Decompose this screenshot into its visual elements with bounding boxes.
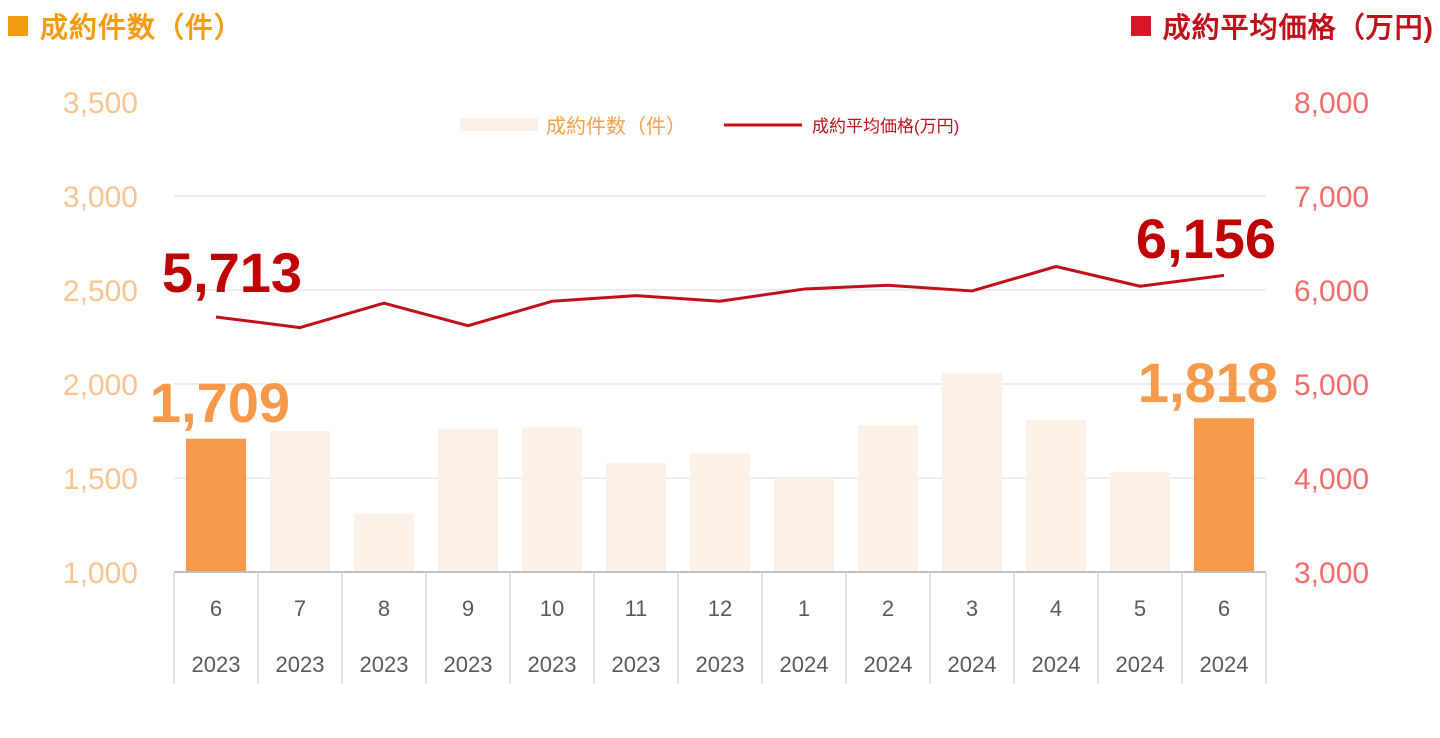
right-header-title: 成約平均価格（万円) xyxy=(1162,12,1434,43)
bar xyxy=(438,429,498,572)
x-year-label: 2024 xyxy=(1200,652,1249,677)
x-month-label: 12 xyxy=(708,596,732,621)
x-month-label: 7 xyxy=(294,596,306,621)
bar xyxy=(354,513,414,572)
left-tick-label: 3,000 xyxy=(63,181,138,214)
callouts: 5,713 6,156 1,709 1,818 xyxy=(150,207,1278,434)
bar xyxy=(942,372,1002,572)
right-axis: 3,000 4,000 5,000 6,000 7,000 8,000 xyxy=(1294,87,1369,590)
bar-first-callout: 1,709 xyxy=(150,371,290,434)
x-year-label: 2023 xyxy=(528,652,577,677)
bar-series xyxy=(186,372,1254,572)
x-year-label: 2023 xyxy=(360,652,409,677)
left-header-title: 成約件数（件） xyxy=(40,12,244,43)
x-year-label: 2024 xyxy=(1032,652,1081,677)
x-month-label: 4 xyxy=(1050,596,1062,621)
right-tick-label: 3,000 xyxy=(1294,557,1369,590)
bar-last-callout: 1,818 xyxy=(1138,351,1278,414)
line-first-callout: 5,713 xyxy=(162,241,302,304)
bar xyxy=(270,431,330,572)
x-year-label: 2024 xyxy=(780,652,829,677)
bar xyxy=(1110,472,1170,572)
right-header-square-icon xyxy=(1130,16,1151,36)
bar xyxy=(690,453,750,572)
x-year-label: 2024 xyxy=(1116,652,1165,677)
bar xyxy=(858,425,918,572)
x-year-label: 2023 xyxy=(192,652,241,677)
x-month-label: 5 xyxy=(1134,596,1146,621)
right-axis-header: 成約平均価格（万円) xyxy=(1130,6,1434,46)
left-header-square-icon xyxy=(8,16,28,36)
x-month-label: 6 xyxy=(1218,596,1230,621)
left-axis-header: 成約件数（件） xyxy=(8,6,243,46)
legend-bar-swatch xyxy=(460,118,538,131)
price-line xyxy=(215,265,1225,330)
x-month-label: 8 xyxy=(378,596,390,621)
legend: 成約件数（件） 成約平均価格(万円) xyxy=(460,115,959,138)
x-year-label: 2024 xyxy=(864,652,913,677)
bar xyxy=(1026,419,1086,572)
left-tick-label: 2,000 xyxy=(63,369,138,402)
x-year-label: 2023 xyxy=(444,652,493,677)
bar xyxy=(522,427,582,572)
right-tick-label: 6,000 xyxy=(1294,275,1369,308)
left-tick-label: 1,000 xyxy=(63,557,138,590)
left-tick-label: 2,500 xyxy=(63,275,138,308)
x-month-label: 6 xyxy=(210,596,222,621)
x-month-label: 3 xyxy=(966,596,978,621)
x-month-label: 2 xyxy=(882,596,894,621)
x-month-label: 11 xyxy=(625,596,648,621)
x-month-label: 1 xyxy=(798,596,810,621)
x-year-label: 2023 xyxy=(612,652,661,677)
x-year-label: 2023 xyxy=(696,652,745,677)
right-tick-label: 7,000 xyxy=(1294,181,1369,214)
left-tick-label: 1,500 xyxy=(63,463,138,496)
x-axis-table: 6202372023820239202310202311202312202312… xyxy=(173,571,1267,684)
legend-bar-label: 成約件数（件） xyxy=(546,115,686,138)
right-tick-label: 5,000 xyxy=(1294,369,1369,402)
line-series xyxy=(215,265,1225,330)
left-axis: 1,000 1,500 2,000 2,500 3,000 3,500 xyxy=(63,87,138,590)
x-month-label: 10 xyxy=(540,596,564,621)
bar xyxy=(186,438,246,572)
x-year-label: 2023 xyxy=(276,652,325,677)
right-tick-label: 8,000 xyxy=(1294,87,1369,120)
line-last-callout: 6,156 xyxy=(1136,207,1276,270)
left-tick-label: 3,500 xyxy=(63,87,138,120)
bar xyxy=(1194,418,1254,572)
bar xyxy=(774,478,834,572)
x-month-label: 9 xyxy=(462,596,474,621)
legend-line-label: 成約平均価格(万円) xyxy=(812,117,959,136)
x-year-label: 2024 xyxy=(948,652,997,677)
right-tick-label: 4,000 xyxy=(1294,463,1369,496)
bar xyxy=(606,462,666,572)
